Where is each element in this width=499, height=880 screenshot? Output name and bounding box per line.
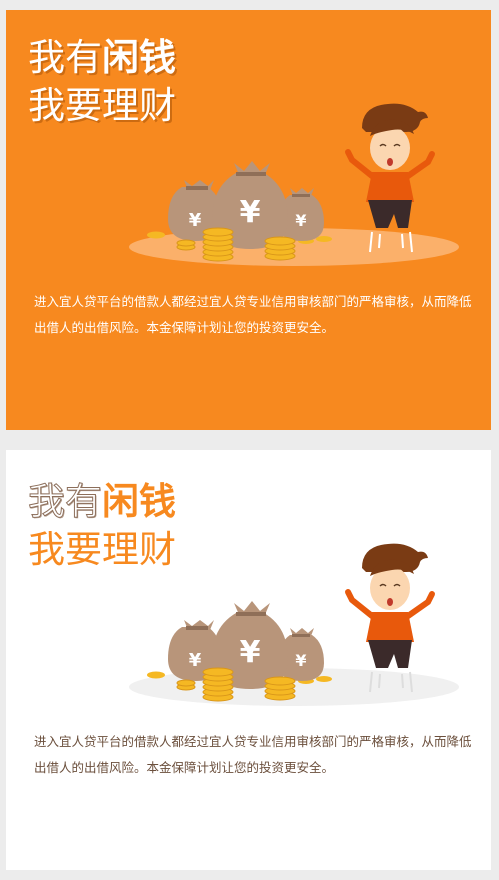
money-bag-icon: ¥ <box>168 620 222 681</box>
svg-text:¥: ¥ <box>189 650 202 671</box>
svg-text:¥: ¥ <box>240 195 261 230</box>
title-bold: 闲钱 <box>102 480 176 523</box>
banner-description: 进入宜人贷平台的借款人都经过宜人贷专业信用审核部门的严格审核，从而降低出借人的出… <box>34 734 472 775</box>
title-line2: 我要理财 <box>28 528 176 571</box>
banner-description: 进入宜人贷平台的借款人都经过宜人贷专业信用审核部门的严格审核，从而降低出借人的出… <box>34 294 472 335</box>
coin-stack-icon <box>264 676 296 701</box>
money-bag-icon: ¥ <box>278 628 324 681</box>
title-line2: 我要理财 <box>28 84 176 127</box>
money-illustration: ¥ ¥ ¥ <box>129 103 459 266</box>
svg-text:¥: ¥ <box>240 635 261 670</box>
money-bag-icon: ¥ <box>278 188 324 241</box>
coin-stack-icon <box>264 236 296 261</box>
banner-title: 我有闲钱 我要理财 <box>28 34 176 130</box>
coin-stack-icon <box>202 667 234 702</box>
banner-card-orange[interactable]: 我有闲钱 我要理财 ¥ ¥ ¥ <box>6 10 491 430</box>
money-bag-icon: ¥ <box>168 180 222 241</box>
title-light: 我有 <box>28 36 102 79</box>
banner-title: 我有闲钱 我要理财 <box>28 478 177 574</box>
money-illustration: ¥ ¥ ¥ <box>129 543 459 706</box>
coin-stack-icon <box>176 239 196 251</box>
banner-card-white[interactable]: 我有闲钱 我要理财 ¥ ¥ ¥ <box>6 450 491 870</box>
svg-text:¥: ¥ <box>295 651 306 670</box>
bag-symbol: ¥ <box>189 210 202 231</box>
jumping-man-icon <box>345 103 435 253</box>
coin-stack-icon <box>176 679 196 691</box>
jumping-man-icon <box>345 543 435 693</box>
title-bold: 闲钱 <box>102 36 176 79</box>
svg-text:¥: ¥ <box>295 211 306 230</box>
title-light: 我有 <box>28 480 103 524</box>
coin-stack-icon <box>202 227 234 262</box>
